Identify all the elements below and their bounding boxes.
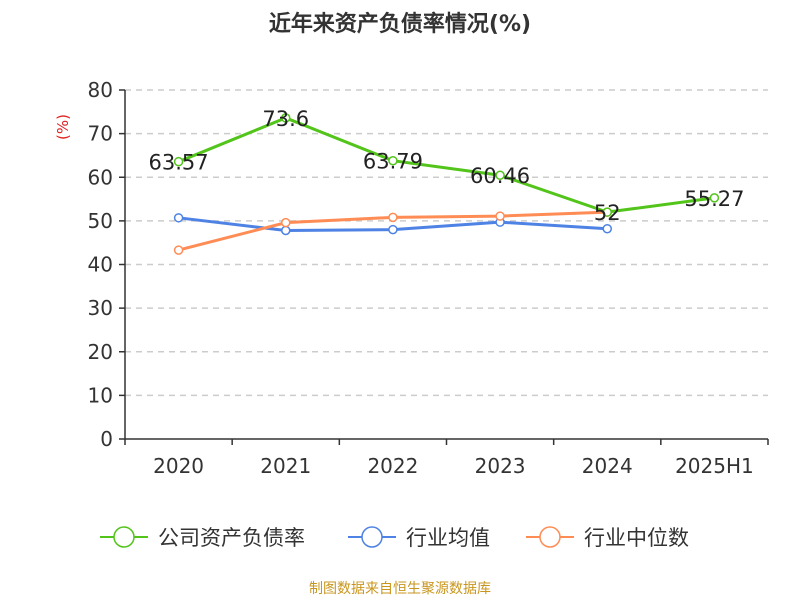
data-point xyxy=(281,217,291,228)
y-tick-label: 0 xyxy=(100,427,113,451)
legend-label: 行业均值 xyxy=(406,526,490,550)
data-label: 52 xyxy=(594,201,621,225)
data-point xyxy=(281,113,291,123)
y-tick-label: 70 xyxy=(88,122,113,146)
data-label: 60.46 xyxy=(470,164,530,188)
data-label: 63.79 xyxy=(363,150,423,174)
x-tick-label: 2021 xyxy=(260,454,311,478)
x-tick-label: 2025H1 xyxy=(675,454,754,478)
series-line xyxy=(178,116,715,214)
y-tick-label: 30 xyxy=(88,296,113,320)
data-point xyxy=(173,245,184,255)
y-tick-label: 50 xyxy=(88,209,113,233)
legend-marker xyxy=(113,526,135,548)
data-point xyxy=(602,223,612,234)
x-tick-label: 2022 xyxy=(367,454,418,478)
y-tick-label: 40 xyxy=(88,253,113,277)
legend-marker xyxy=(361,526,383,548)
data-point xyxy=(388,155,398,166)
data-point xyxy=(281,225,291,236)
y-tick-label: 10 xyxy=(88,383,113,407)
data-point xyxy=(709,193,720,203)
data-point xyxy=(495,170,505,180)
legend-marker xyxy=(539,526,561,548)
data-label: 55.27 xyxy=(684,187,744,211)
data-label: 73.6 xyxy=(262,107,309,131)
chart-title: 近年来资产负债率情况(%) xyxy=(268,12,532,37)
y-tick-label: 60 xyxy=(88,165,113,189)
data-point xyxy=(495,211,505,221)
x-tick-label: 2023 xyxy=(475,454,526,478)
data-point xyxy=(173,156,184,167)
data-point xyxy=(173,213,184,223)
data-point xyxy=(602,207,612,217)
data-label: 63.57 xyxy=(149,151,209,175)
legend-label: 公司资产负债率 xyxy=(158,526,305,550)
y-tick-label: 80 xyxy=(88,78,113,102)
y-tick-label: 20 xyxy=(88,340,113,364)
data-point xyxy=(388,224,398,235)
source-note: 制图数据来自恒生聚源数据库 xyxy=(309,581,491,597)
y-axis-label: (%) xyxy=(54,114,72,140)
x-tick-label: 2024 xyxy=(582,454,633,478)
data-point xyxy=(388,212,398,223)
x-tick-label: 2020 xyxy=(153,454,204,478)
legend-label: 行业中位数 xyxy=(584,526,689,550)
